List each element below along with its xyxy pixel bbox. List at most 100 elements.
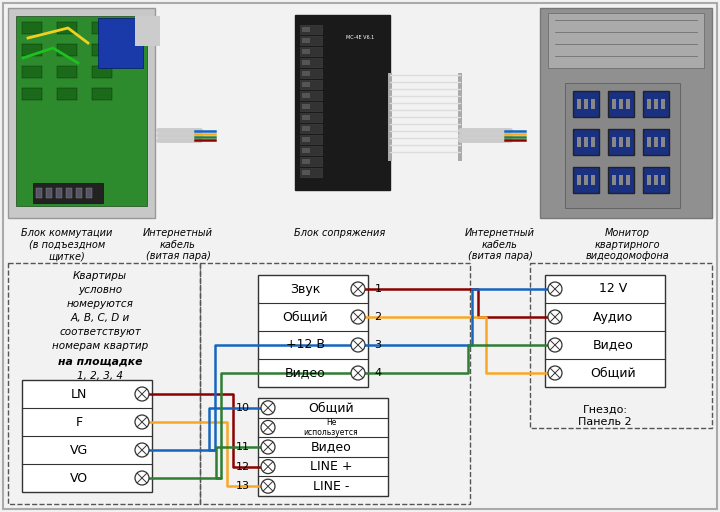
FancyBboxPatch shape (654, 99, 658, 109)
Text: Общий: Общий (308, 401, 354, 414)
Text: на площадке: на площадке (58, 356, 143, 366)
Text: 3: 3 (374, 340, 382, 350)
Circle shape (261, 479, 275, 493)
Circle shape (261, 420, 275, 434)
FancyBboxPatch shape (661, 175, 665, 185)
FancyBboxPatch shape (86, 188, 92, 198)
Text: Монитор
квартирного
видеодомофона: Монитор квартирного видеодомофона (585, 228, 669, 261)
FancyBboxPatch shape (654, 175, 658, 185)
Text: 12: 12 (236, 462, 250, 472)
Circle shape (261, 401, 275, 415)
FancyBboxPatch shape (608, 167, 634, 193)
FancyBboxPatch shape (573, 167, 599, 193)
Text: Звук: Звук (290, 283, 320, 295)
FancyBboxPatch shape (612, 99, 616, 109)
FancyBboxPatch shape (612, 137, 616, 147)
FancyBboxPatch shape (458, 73, 462, 161)
FancyBboxPatch shape (57, 88, 77, 100)
FancyBboxPatch shape (300, 146, 322, 155)
FancyBboxPatch shape (302, 38, 310, 43)
Text: 13: 13 (236, 481, 250, 491)
FancyBboxPatch shape (626, 175, 630, 185)
FancyBboxPatch shape (302, 49, 310, 54)
FancyBboxPatch shape (16, 16, 147, 206)
Circle shape (351, 366, 365, 380)
FancyBboxPatch shape (302, 71, 310, 76)
Text: номеруются: номеруются (66, 299, 133, 309)
Text: условно: условно (78, 285, 122, 295)
Text: Блок сопряжения: Блок сопряжения (294, 228, 386, 238)
FancyBboxPatch shape (661, 99, 665, 109)
FancyBboxPatch shape (302, 104, 310, 109)
FancyBboxPatch shape (8, 8, 155, 218)
Text: LN: LN (71, 388, 87, 400)
FancyBboxPatch shape (300, 91, 322, 100)
FancyBboxPatch shape (258, 275, 368, 387)
FancyBboxPatch shape (584, 99, 588, 109)
FancyBboxPatch shape (619, 175, 623, 185)
Text: Видео: Видео (593, 338, 634, 352)
FancyBboxPatch shape (92, 44, 112, 56)
Text: 12 V: 12 V (599, 283, 627, 295)
FancyBboxPatch shape (626, 137, 630, 147)
FancyBboxPatch shape (584, 175, 588, 185)
Text: VG: VG (70, 443, 88, 457)
FancyBboxPatch shape (22, 22, 42, 34)
FancyBboxPatch shape (591, 175, 595, 185)
FancyBboxPatch shape (300, 157, 322, 166)
Circle shape (135, 471, 149, 485)
FancyBboxPatch shape (302, 126, 310, 131)
FancyBboxPatch shape (647, 137, 651, 147)
Text: соответствуют: соответствуют (59, 327, 141, 337)
FancyBboxPatch shape (302, 115, 310, 120)
FancyBboxPatch shape (57, 22, 77, 34)
Text: Интернетный
кабель
(витая пара): Интернетный кабель (витая пара) (143, 228, 213, 261)
FancyBboxPatch shape (577, 137, 581, 147)
FancyBboxPatch shape (300, 36, 322, 45)
Text: MC-4E V6.1: MC-4E V6.1 (346, 35, 374, 40)
FancyBboxPatch shape (300, 124, 322, 133)
Text: 1, 2, 3, 4: 1, 2, 3, 4 (77, 371, 123, 381)
FancyBboxPatch shape (66, 188, 72, 198)
FancyBboxPatch shape (643, 91, 669, 117)
FancyBboxPatch shape (565, 83, 680, 208)
Circle shape (261, 440, 275, 454)
Text: 11: 11 (236, 442, 250, 452)
FancyBboxPatch shape (22, 380, 152, 492)
Circle shape (351, 338, 365, 352)
Circle shape (548, 282, 562, 296)
FancyBboxPatch shape (647, 99, 651, 109)
FancyBboxPatch shape (302, 170, 310, 175)
FancyBboxPatch shape (302, 27, 310, 32)
Text: LINE -: LINE - (312, 480, 349, 493)
FancyBboxPatch shape (92, 66, 112, 78)
FancyBboxPatch shape (300, 135, 322, 144)
FancyBboxPatch shape (612, 175, 616, 185)
FancyBboxPatch shape (135, 16, 160, 46)
FancyBboxPatch shape (92, 22, 112, 34)
FancyBboxPatch shape (56, 188, 62, 198)
FancyBboxPatch shape (300, 69, 322, 78)
FancyBboxPatch shape (302, 82, 310, 87)
Circle shape (135, 415, 149, 429)
FancyBboxPatch shape (573, 91, 599, 117)
FancyBboxPatch shape (540, 8, 712, 218)
Text: Общий: Общий (282, 310, 328, 324)
FancyBboxPatch shape (661, 137, 665, 147)
Text: +12 В: +12 В (286, 338, 325, 352)
FancyBboxPatch shape (46, 188, 52, 198)
FancyBboxPatch shape (643, 129, 669, 155)
FancyBboxPatch shape (548, 13, 704, 68)
Text: Аудио: Аудио (593, 310, 633, 324)
Circle shape (548, 338, 562, 352)
FancyBboxPatch shape (654, 137, 658, 147)
FancyBboxPatch shape (591, 99, 595, 109)
FancyBboxPatch shape (608, 91, 634, 117)
FancyBboxPatch shape (302, 137, 310, 142)
FancyBboxPatch shape (300, 47, 322, 56)
Text: Видео: Видео (310, 440, 351, 454)
FancyBboxPatch shape (36, 188, 42, 198)
Text: Общий: Общий (590, 367, 636, 379)
Text: Видео: Видео (284, 367, 325, 379)
FancyBboxPatch shape (626, 99, 630, 109)
